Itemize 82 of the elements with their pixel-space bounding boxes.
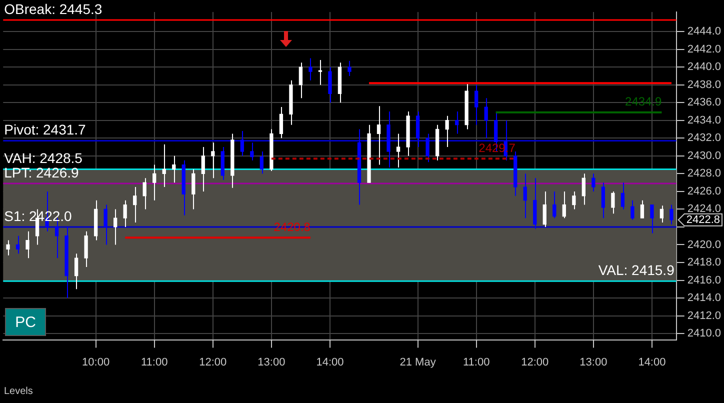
candlestick [426,133,430,163]
candlestick [552,190,556,219]
candlestick [308,58,312,81]
candlestick [670,204,674,225]
candlestick [582,173,586,206]
candlestick [211,142,215,179]
candlestick [192,168,196,210]
ref-line-label: OBreak: 2445.3 [4,0,102,17]
x-tick-label: 13:00 [258,356,286,368]
y-tick-label: 2430.0 [687,150,722,162]
pc-button: PC [5,308,46,336]
ref-line-label: VAL: 2415.9 [598,262,675,278]
candlestick [542,190,546,228]
ref-line-label: Pivot: 2431.7 [4,122,86,138]
candlestick [445,115,449,148]
y-tick-label: 2432.0 [687,132,722,144]
y-tick-label: 2418.0 [687,256,722,269]
candlestick [279,106,284,139]
candlestick [484,98,488,139]
y-tick-label: 2412.0 [687,310,722,322]
candlestick [250,142,254,161]
candlestick [328,66,332,104]
candlestick [74,253,78,290]
x-tick-label: 11:00 [462,356,490,368]
x-tick-label: 13:00 [580,356,608,368]
y-tick-label: 2410.0 [687,328,722,340]
x-tick-label: 14:00 [638,356,666,368]
x-tick-label: 21 May [400,356,436,368]
candlestick [572,190,576,210]
candlestick [376,106,381,166]
candlestick [84,230,88,268]
candlestick [201,146,205,192]
x-tick-label: 12:00 [521,356,549,368]
candlestick [104,204,108,246]
candlestick [318,59,322,86]
candlestick [142,178,146,210]
candlestick [650,204,654,234]
y-tick-label: 2428.0 [687,168,722,180]
candlestick [172,155,176,184]
candlestick [260,150,264,174]
candlestick [298,62,303,99]
candlestick [474,84,478,126]
y-tick-label: 2444.0 [687,26,722,38]
candlestick [123,200,127,228]
candlestick [592,173,596,192]
candlestick [523,173,527,219]
y-tick-label: 2440.0 [687,61,722,74]
y-tick-label: 2434.0 [687,114,722,126]
candlestick [240,130,244,156]
candlestick [640,200,644,219]
x-tick-label: 10:00 [82,356,110,368]
candlestick [416,110,420,148]
y-tick-label: 2436.0 [687,96,722,109]
candlestick [152,164,156,201]
x-tick-label: 12:00 [199,356,227,368]
candlestick [26,230,30,259]
candlestick [113,208,118,246]
candlestick [16,235,20,254]
y-tick-label: 2420.0 [687,238,722,251]
y-tick-label: 2414.0 [687,292,722,304]
candlestick [133,186,137,224]
candlestick [620,182,625,210]
candlestick [454,110,459,134]
y-tick-label: 2424.0 [687,203,722,216]
x-tick-label: 11:00 [140,356,168,368]
ref-line-label: VAH: 2428.5 [4,150,83,166]
y-tick-label: 2438.0 [687,78,722,91]
candlestick [162,144,166,188]
x-tick-label: 14:00 [316,356,344,368]
candlestick [601,182,606,219]
candlestick [6,240,10,256]
candlestick [348,60,352,76]
candlestick [630,200,634,220]
candlestick [660,205,664,224]
candlestick [562,190,566,219]
y-tick-label: 2442.0 [687,43,722,56]
candlestick [396,133,400,168]
text: 2422.8 [686,214,720,226]
y-tick-label: 2426.0 [687,185,722,198]
text: Levels [4,386,33,397]
candlestick [611,190,615,214]
y-tick-label: 2416.0 [687,274,722,286]
